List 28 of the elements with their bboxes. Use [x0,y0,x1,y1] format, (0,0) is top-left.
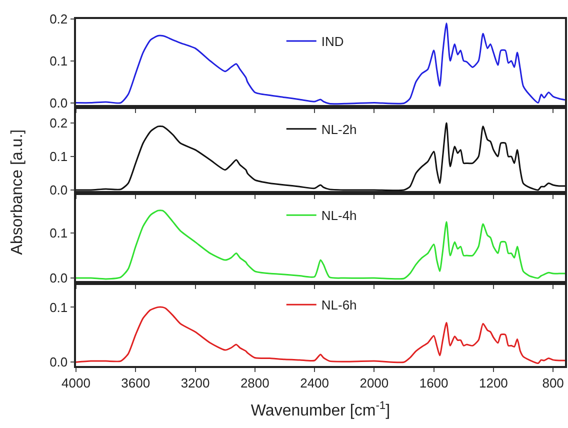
x-tick-label: 4000 [62,375,90,390]
legend-label: NL-2h [321,122,357,137]
x-tick-label: 2800 [240,375,270,390]
line-series [76,210,565,280]
y-tick-label: 0.1 [50,149,68,164]
y-axis-title: Absorbance [a.u.] [8,129,26,255]
x-tick-label: 3200 [180,375,210,390]
y-tick-label: 0.1 [50,226,68,241]
y-tick-label: 0.0 [50,182,68,198]
y-tick-label: 0.0 [50,354,68,370]
x-tick-label: 3600 [121,375,150,390]
y-tick-label: 0.1 [50,53,68,68]
y-tick-label: 0.2 [50,116,68,131]
line-series [76,22,565,105]
x-tick-label: 2400 [300,375,329,390]
y-tick-label: 0.1 [50,300,68,315]
legend-label: NL-6h [321,298,357,313]
x-axis-title: Wavenumber [cm$^{-1}$] [250,400,390,420]
y-tick-label: 0.0 [50,95,68,110]
y-tick-label: 0.2 [50,12,68,27]
x-tick-label: 1200 [478,375,508,390]
legend-label: NL-4h [321,208,357,224]
x-tick-label: 2000 [360,375,389,390]
y-tick-label: 0.0 [50,270,68,286]
x-tick-label: 1600 [419,375,448,390]
x-tick-label: 800 [542,375,564,390]
legend-label: IND [321,34,344,50]
line-series [76,122,565,192]
